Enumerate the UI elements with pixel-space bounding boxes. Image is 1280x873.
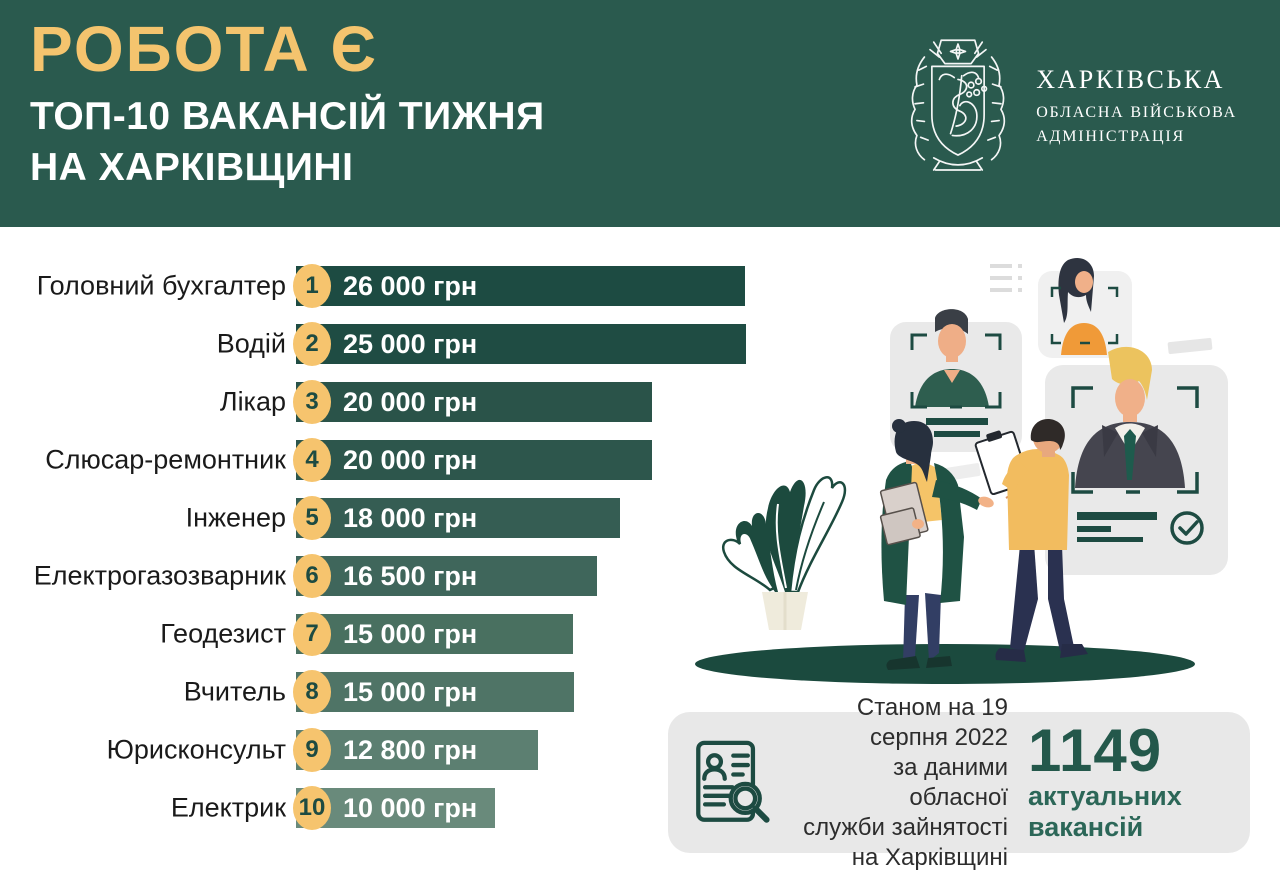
- rank-badge: 9: [293, 728, 331, 772]
- org-name-line-1: ХАРКІВСЬКА: [1036, 64, 1225, 94]
- rank-badge: 6: [293, 554, 331, 598]
- woman-figure: [879, 419, 994, 670]
- plant-illustration: [721, 476, 847, 630]
- org-logo: ХАРКІВСЬКА ОБЛАСНА ВІЙСЬКОВА АДМІНІСТРАЦ…: [902, 24, 1237, 176]
- job-label: Водій: [216, 328, 286, 359]
- salary-bar: 16 500 грн: [296, 556, 597, 596]
- salary-bar: 12 800 грн: [296, 730, 538, 770]
- page-subtitle: ТОП-10 ВАКАНСІЙ ТИЖНЯ НА ХАРКІВЩИНІ: [30, 91, 545, 193]
- vacancy-count: 1149: [1028, 717, 1163, 784]
- rank-badge: 10: [293, 786, 331, 830]
- salary-bar: 20 000 грн: [296, 440, 652, 480]
- chart-row: Електрогазозварник 16 500 грн 6: [30, 554, 790, 598]
- job-label: Головний бухгалтер: [36, 270, 286, 301]
- rank-badge: 3: [293, 380, 331, 424]
- chart-row: Електрик 10 000 грн 10: [30, 786, 790, 830]
- info-box: Станом на 19 серпня 2022 за даними обласн…: [668, 694, 1250, 871]
- org-name-line-3: АДМІНІСТРАЦІЯ: [1036, 127, 1185, 145]
- job-label: Електрогазозварник: [33, 560, 286, 591]
- info-note: Станом на 19 серпня 2022 за даними обласн…: [803, 693, 1008, 871]
- chart-row: Слюсар-ремонтник 20 000 грн 4: [30, 438, 790, 482]
- subtitle-line-2: НА ХАРКІВЩИНІ: [30, 146, 354, 190]
- list-lines-icon: [990, 264, 1022, 292]
- job-label: Юрисконсульт: [106, 734, 286, 765]
- chart-row: Геодезист 15 000 грн 7: [30, 612, 790, 656]
- salary-bar: 25 000 грн: [296, 324, 746, 364]
- rank-badge: 2: [293, 322, 331, 366]
- salary-bar: 15 000 грн: [296, 614, 573, 654]
- profile-card-suit: [1045, 346, 1228, 575]
- job-label: Електрик: [170, 792, 286, 823]
- salary-bar: 15 000 грн: [296, 672, 574, 712]
- salary-bar: 20 000 грн: [296, 382, 652, 422]
- salary-bar: 26 000 грн: [296, 266, 745, 306]
- job-label: Слюсар-ремонтник: [45, 444, 286, 475]
- kharkiv-oblast-emblem-icon: [911, 39, 1006, 171]
- chart-row: Вчитель 15 000 грн 8: [30, 670, 790, 714]
- rank-badge: 4: [293, 438, 331, 482]
- salary-value: 18 000 грн: [343, 502, 478, 533]
- salary-value: 15 000 грн: [343, 676, 478, 707]
- profile-card-man: [890, 309, 1022, 452]
- rank-badge: 5: [293, 496, 331, 540]
- salary-value: 20 000 грн: [343, 386, 478, 417]
- header: РОБОТА Є ТОП-10 ВАКАНСІЙ ТИЖНЯ НА ХАРКІВ…: [0, 0, 1280, 227]
- man-figure: [974, 419, 1088, 662]
- rank-badge: 7: [293, 612, 331, 656]
- salary-value: 16 500 грн: [343, 560, 478, 591]
- salary-value: 25 000 грн: [343, 328, 478, 359]
- job-label: Лікар: [219, 386, 286, 417]
- org-name: ХАРКІВСЬКА ОБЛАСНА ВІЙСЬКОВА АДМІНІСТРАЦ…: [1036, 65, 1237, 146]
- rank-badge: 8: [293, 670, 331, 714]
- chart-row: Головний бухгалтер 26 000 грн 1: [30, 264, 790, 308]
- job-label: Вчитель: [183, 676, 286, 707]
- recruitment-illustration: [695, 257, 1228, 684]
- check-icon: [1170, 511, 1204, 545]
- page-title: РОБОТА Є: [30, 13, 378, 85]
- chart-row: Юрисконсульт 12 800 грн 9: [30, 728, 790, 772]
- salary-bar: 10 000 грн: [296, 788, 495, 828]
- salary-value: 10 000 грн: [343, 792, 478, 823]
- chart-row: Інженер 18 000 грн 5: [30, 496, 790, 540]
- job-label: Геодезист: [160, 618, 286, 649]
- org-name-line-2: ОБЛАСНА ВІЙСЬКОВА: [1036, 103, 1237, 121]
- salary-value: 12 800 грн: [343, 734, 478, 765]
- job-label: Інженер: [185, 502, 286, 533]
- vacancy-chart: Головний бухгалтер 26 000 грн 1 Водій 25…: [30, 264, 790, 846]
- salary-bar: 18 000 грн: [296, 498, 620, 538]
- salary-value: 15 000 грн: [343, 618, 478, 649]
- paper-decoration: [1167, 337, 1213, 355]
- rank-badge: 1: [293, 264, 331, 308]
- salary-value: 20 000 грн: [343, 444, 478, 475]
- resume-search-icon: [696, 740, 770, 823]
- vacancy-count-caption: актуальних вакансій: [1028, 781, 1182, 842]
- chart-row: Водій 25 000 грн 2: [30, 322, 790, 366]
- chart-row: Лікар 20 000 грн 3: [30, 380, 790, 424]
- profile-card-woman: [1038, 257, 1132, 358]
- vacancy-count-block: 1149 актуальних вакансій: [1028, 717, 1224, 843]
- subtitle-line-1: ТОП-10 ВАКАНСІЙ ТИЖНЯ: [30, 95, 545, 139]
- salary-value: 26 000 грн: [343, 270, 478, 301]
- title-block: РОБОТА Є ТОП-10 ВАКАНСІЙ ТИЖНЯ НА ХАРКІВ…: [30, 13, 545, 193]
